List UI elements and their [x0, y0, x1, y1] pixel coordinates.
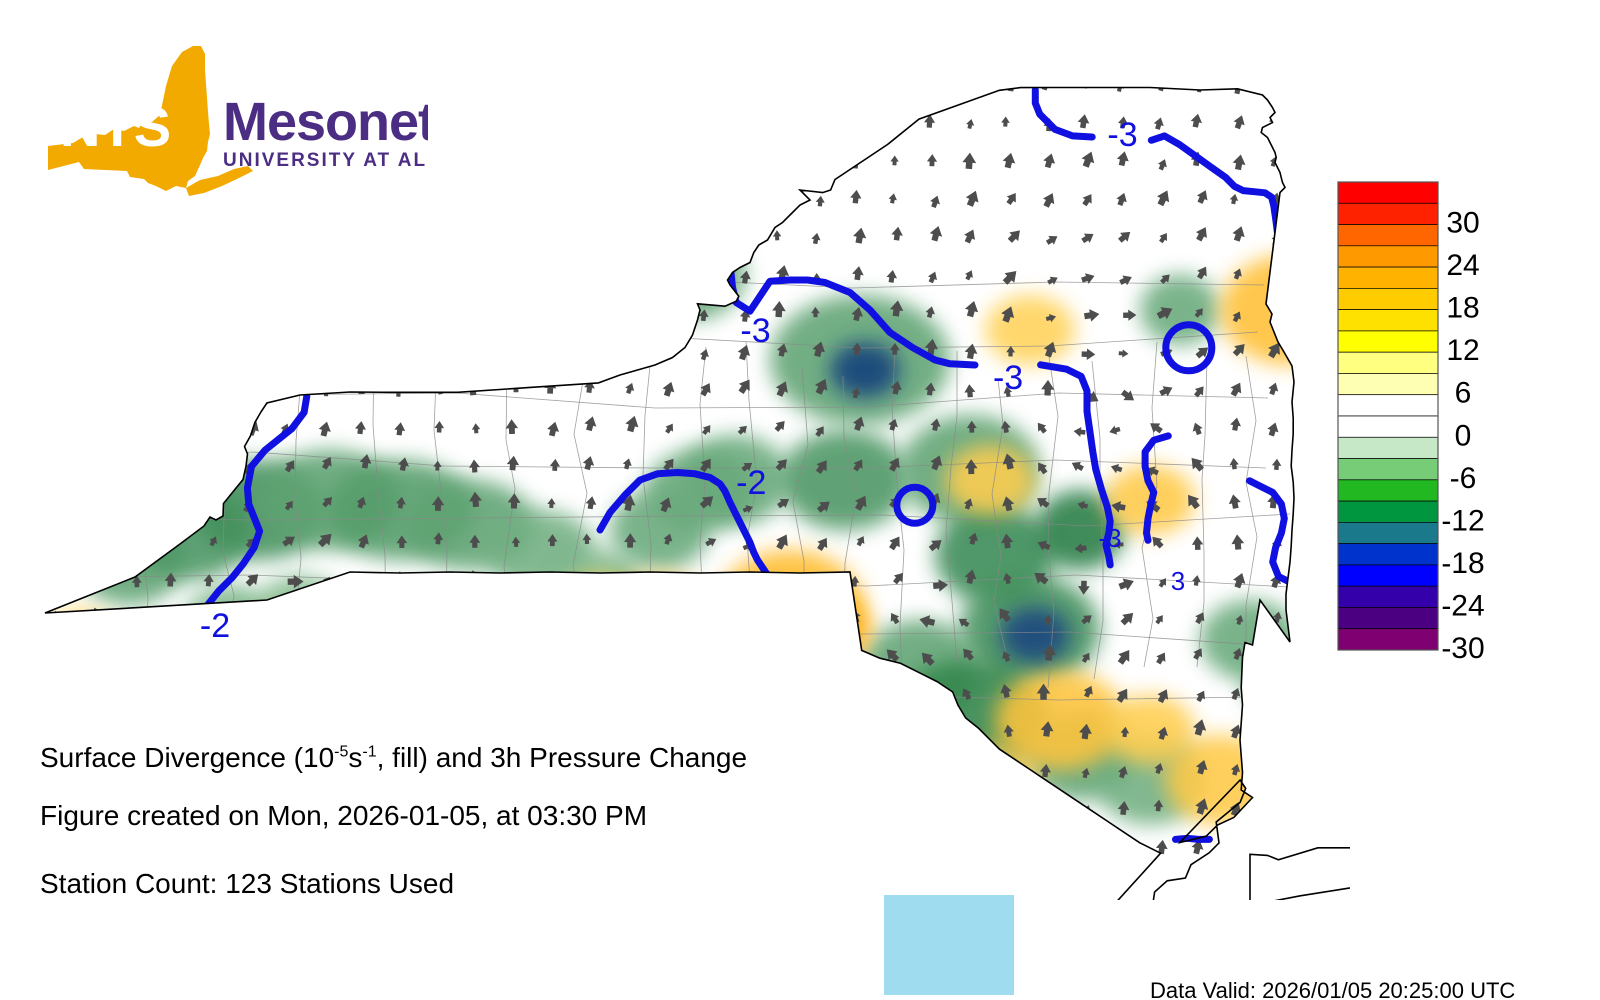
- svg-text:0: 0: [1455, 419, 1472, 452]
- svg-text:-30: -30: [1441, 632, 1484, 665]
- svg-text:30: 30: [1446, 207, 1479, 240]
- svg-text:3: 3: [1171, 566, 1185, 596]
- svg-text:6: 6: [1455, 377, 1472, 410]
- svg-text:-3: -3: [1107, 116, 1137, 154]
- svg-text:-6: -6: [1450, 462, 1477, 495]
- svg-text:18: 18: [1446, 292, 1479, 325]
- svg-text:-18: -18: [1441, 547, 1484, 580]
- svg-text:-2: -2: [200, 607, 230, 645]
- svg-text:-2: -2: [736, 464, 766, 502]
- svg-text:-24: -24: [1441, 589, 1484, 622]
- svg-text:-12: -12: [1441, 504, 1484, 537]
- svg-text:24: 24: [1446, 249, 1479, 282]
- svg-text:-3: -3: [1098, 523, 1121, 553]
- svg-text:-3: -3: [993, 359, 1023, 397]
- svg-text:-3: -3: [740, 312, 770, 350]
- svg-text:12: 12: [1446, 334, 1479, 367]
